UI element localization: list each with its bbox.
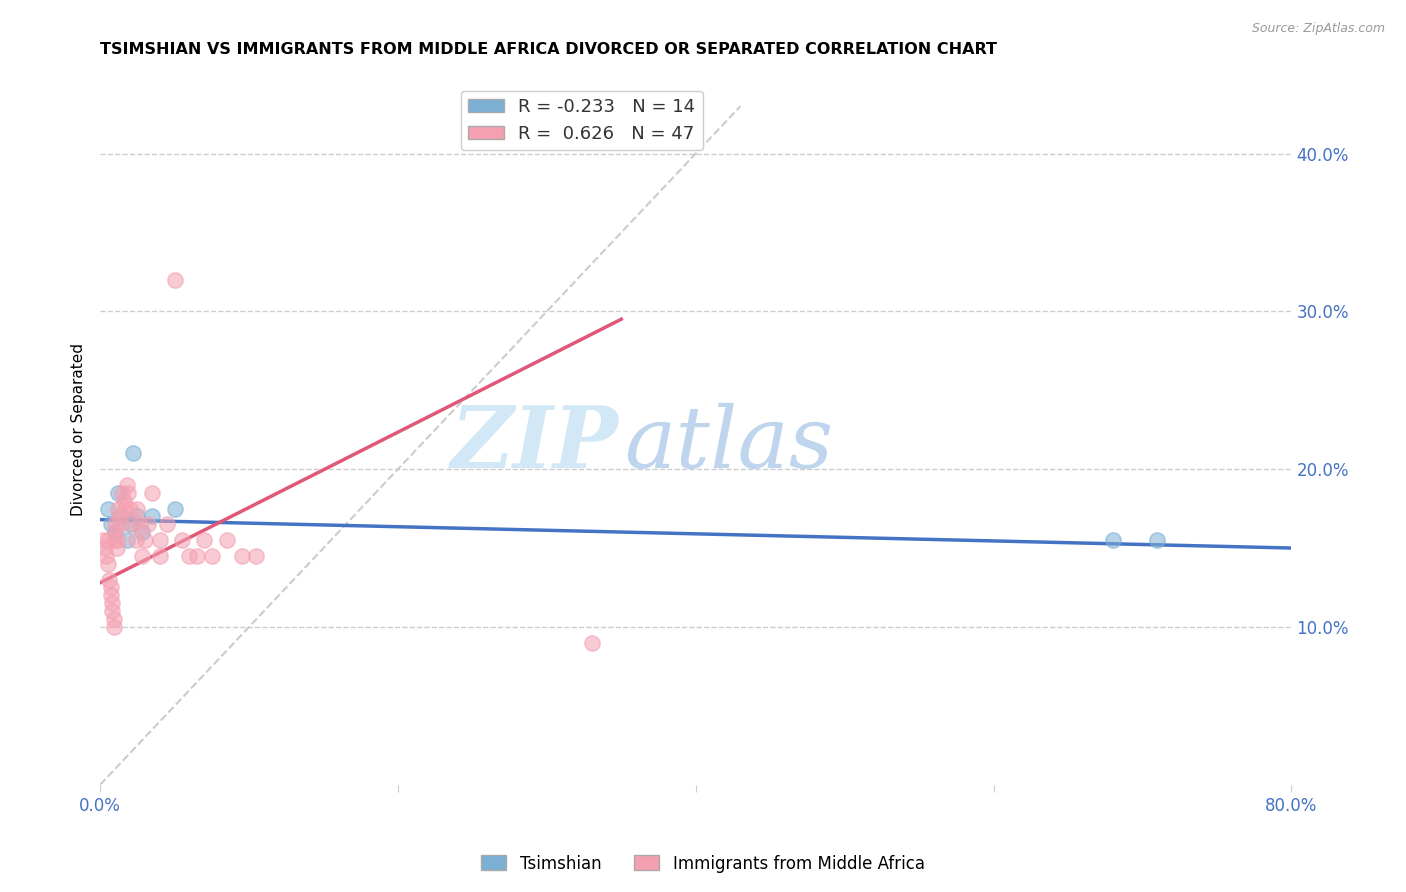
Legend: R = -0.233   N = 14, R =  0.626   N = 47: R = -0.233 N = 14, R = 0.626 N = 47 [461, 91, 703, 150]
Point [134, 533, 156, 548]
Text: ZIP: ZIP [450, 402, 619, 485]
Point [105, 541, 128, 555]
Point [122, 446, 145, 460]
Point [111, 485, 134, 500]
Point [231, 549, 253, 563]
Point [108, 509, 131, 524]
Point [1101, 533, 1123, 548]
Point [129, 517, 152, 532]
Point [97, 501, 120, 516]
Point [114, 501, 136, 516]
Point [97, 557, 120, 571]
Point [101, 596, 124, 610]
Point [215, 533, 238, 548]
Point [112, 493, 135, 508]
Point [581, 636, 603, 650]
Point [97, 533, 120, 548]
Point [107, 533, 129, 548]
Text: Source: ZipAtlas.com: Source: ZipAtlas.com [1251, 22, 1385, 36]
Point [101, 604, 124, 618]
Point [141, 485, 163, 500]
Point [104, 517, 127, 532]
Point [163, 501, 186, 516]
Point [127, 509, 149, 524]
Point [107, 485, 129, 500]
Point [125, 533, 148, 548]
Point [91, 533, 114, 548]
Point [193, 533, 215, 548]
Point [122, 517, 145, 532]
Point [104, 533, 127, 548]
Point [245, 549, 267, 563]
Point [136, 517, 159, 532]
Y-axis label: Divorced or Separated: Divorced or Separated [72, 343, 86, 516]
Point [186, 549, 208, 563]
Point [170, 533, 193, 548]
Point [149, 549, 172, 563]
Point [156, 517, 179, 532]
Text: atlas: atlas [624, 402, 834, 485]
Point [131, 525, 153, 540]
Point [103, 612, 125, 626]
Point [118, 501, 141, 516]
Point [100, 581, 122, 595]
Point [1146, 533, 1168, 548]
Point [127, 501, 149, 516]
Point [93, 541, 115, 555]
Point [104, 525, 127, 540]
Text: TSIMSHIAN VS IMMIGRANTS FROM MIDDLE AFRICA DIVORCED OR SEPARATED CORRELATION CHA: TSIMSHIAN VS IMMIGRANTS FROM MIDDLE AFRI… [100, 42, 997, 57]
Point [179, 549, 201, 563]
Point [131, 549, 153, 563]
Point [104, 525, 127, 540]
Point [163, 273, 186, 287]
Point [100, 517, 122, 532]
Point [201, 549, 224, 563]
Point [100, 588, 122, 602]
Legend: Tsimshian, Immigrants from Middle Africa: Tsimshian, Immigrants from Middle Africa [474, 848, 932, 880]
Point [103, 620, 125, 634]
Point [117, 485, 139, 500]
Point [94, 549, 117, 563]
Point [149, 533, 172, 548]
Point [107, 501, 129, 516]
Point [98, 573, 121, 587]
Point [141, 509, 163, 524]
Point [115, 533, 138, 548]
Point [118, 517, 141, 532]
Point [111, 509, 134, 524]
Point [110, 517, 132, 532]
Point [115, 478, 138, 492]
